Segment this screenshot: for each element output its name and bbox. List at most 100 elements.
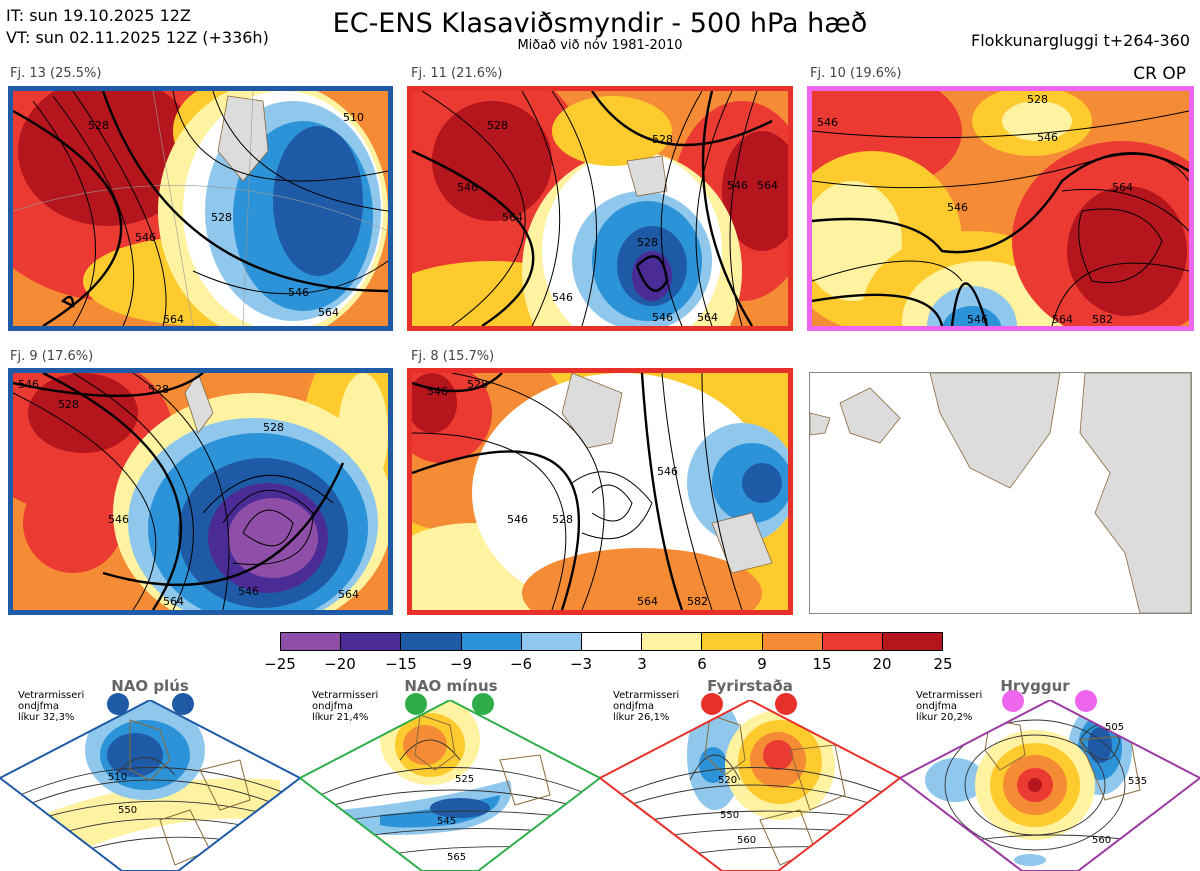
- regime-map-nao-plus: 510 550: [0, 700, 300, 871]
- regime-map-blocking: 520 550 560: [600, 700, 900, 871]
- regime-marker-icon: [1075, 690, 1097, 712]
- colorbar-swatch: [341, 633, 402, 650]
- page-subtitle: Miðað við nóv 1981-2010: [517, 38, 683, 53]
- colorbar-tick: −6: [509, 655, 533, 673]
- classification-window: Flokkunargluggi t+264-360: [971, 31, 1190, 50]
- contour-label: 564: [697, 311, 718, 324]
- cluster-map-2-svg: 528 528 546 564 546 564 528 546 546 564: [412, 91, 788, 326]
- cluster-map-4: 546 528 528 528 546 546 564 564: [8, 368, 393, 615]
- cluster-label-1: Fj. 13 (25.5%): [10, 66, 102, 81]
- regime-title-blocking: Fyrirstaða: [707, 677, 793, 695]
- colorbar-swatch: [461, 633, 522, 650]
- contour-label: 528: [148, 383, 169, 396]
- colorbar-swatch: [521, 633, 582, 650]
- colorbar-tick: −9: [449, 655, 473, 673]
- regime-map-ridge: 505 535 560: [900, 700, 1200, 871]
- contour-label: 550: [118, 805, 137, 816]
- contour-label: 528: [487, 119, 508, 132]
- contour-label: 546: [507, 513, 528, 526]
- regime-marker-icon: [1002, 690, 1024, 712]
- contour-label: 528: [467, 378, 488, 391]
- contour-label: 545: [437, 816, 456, 827]
- cluster-map-4-svg: 546 528 528 528 546 546 564 564: [13, 373, 388, 610]
- colorbar-tick: −3: [569, 655, 593, 673]
- contour-label: 546: [18, 378, 39, 391]
- colorbar-tick: −25: [264, 655, 296, 673]
- contour-label: 546: [288, 286, 309, 299]
- regime-note-blocking: Vetrarmisseri ondjfma líkur 26,1%: [613, 690, 680, 723]
- contour-label: 546: [727, 179, 748, 192]
- regime-marker-icon: [472, 693, 494, 715]
- regime-note-ridge: Vetrarmisseri ondjfma líkur 20,2%: [916, 690, 983, 723]
- basemap-panel: [809, 372, 1192, 614]
- cluster-map-5-svg: 546 528 546 528 546 564 582: [412, 373, 788, 610]
- colorbar-tick: 15: [812, 655, 832, 673]
- contour-label: 564: [502, 211, 523, 224]
- contour-label: 582: [687, 595, 708, 608]
- colorbar-swatch: [762, 633, 823, 650]
- contour-label: 564: [163, 313, 184, 326]
- contour-label: 564: [757, 179, 778, 192]
- contour-label: 546: [652, 311, 673, 324]
- colorbar-tick: 25: [933, 655, 953, 673]
- cluster-label-3: Fj. 10 (19.6%): [810, 66, 902, 81]
- contour-label: 510: [343, 111, 364, 124]
- contour-label: 560: [737, 835, 756, 846]
- valid-time: VT: sun 02.11.2025 12Z (+336h): [6, 28, 269, 47]
- regime-marker-icon: [405, 693, 427, 715]
- colorbar-swatch: [401, 633, 462, 650]
- contour-label: 528: [552, 513, 573, 526]
- colorbar-swatch: [822, 633, 883, 650]
- colorbar-swatch: [702, 633, 763, 650]
- contour-label: 560: [1092, 835, 1111, 846]
- page-title: EC-ENS Klasaviðsmyndir - 500 hPa hæð: [332, 8, 868, 39]
- contour-label: 528: [637, 236, 658, 249]
- initial-time: IT: sun 19.10.2025 12Z: [6, 6, 191, 25]
- cluster-map-3-svg: 528 546 546 564 546 546 564 582: [812, 91, 1189, 326]
- contour-label: 528: [1027, 93, 1048, 106]
- regime-map-nao-minus: 525 545 565: [300, 700, 600, 871]
- colorbar-tick: −15: [385, 655, 417, 673]
- contour-label: 546: [1037, 131, 1058, 144]
- colorbar-tick: 3: [637, 655, 647, 673]
- contour-label: 550: [720, 810, 739, 821]
- regime-marker-icon: [172, 693, 194, 715]
- contour-label: 546: [817, 116, 838, 129]
- cluster-map-1-svg: 528 546 528 546 564 564 510: [13, 91, 388, 326]
- contour-label: 546: [457, 181, 478, 194]
- contour-label: 582: [1092, 313, 1113, 326]
- contour-label: 546: [967, 313, 988, 326]
- regime-marker-icon: [107, 693, 129, 715]
- contour-label: 510: [108, 772, 127, 783]
- contour-label: 564: [637, 595, 658, 608]
- contour-label: 528: [652, 133, 673, 146]
- contour-label: 528: [211, 211, 232, 224]
- contour-label: 528: [88, 119, 109, 132]
- contour-label: 505: [1105, 722, 1124, 733]
- contour-label: 535: [1128, 776, 1147, 787]
- colorbar-tick: 9: [757, 655, 767, 673]
- cluster-label-4: Fj. 9 (17.6%): [10, 349, 94, 364]
- colorbar-swatch: [281, 633, 342, 650]
- cluster-map-2: 528 528 546 564 546 564 528 546 546 564: [407, 86, 793, 331]
- colorbar-tick: 20: [872, 655, 892, 673]
- regime-title-nao-minus: NAO mínus: [404, 677, 498, 695]
- regime-marker-icon: [701, 693, 723, 715]
- colorbar-tick: −20: [324, 655, 356, 673]
- contour-label: 528: [263, 421, 284, 434]
- contour-label: 564: [1052, 313, 1073, 326]
- contour-label: 564: [338, 588, 359, 601]
- cluster-label-5: Fj. 8 (15.7%): [411, 349, 495, 364]
- regime-title-nao-plus: NAO plús: [111, 677, 189, 695]
- contour-label: 546: [552, 291, 573, 304]
- contour-label: 564: [163, 595, 184, 608]
- contour-label: 546: [238, 585, 259, 598]
- colorbar-tick: 6: [697, 655, 707, 673]
- colorbar-swatch: [642, 633, 703, 650]
- contour-label: 528: [58, 398, 79, 411]
- contour-label: 564: [318, 306, 339, 319]
- contour-label: 546: [135, 231, 156, 244]
- cr-op-label: CR OP: [1133, 64, 1186, 84]
- contour-label: 546: [108, 513, 129, 526]
- regime-note-nao-plus: Vetrarmisseri ondjfma líkur 32,3%: [18, 690, 85, 723]
